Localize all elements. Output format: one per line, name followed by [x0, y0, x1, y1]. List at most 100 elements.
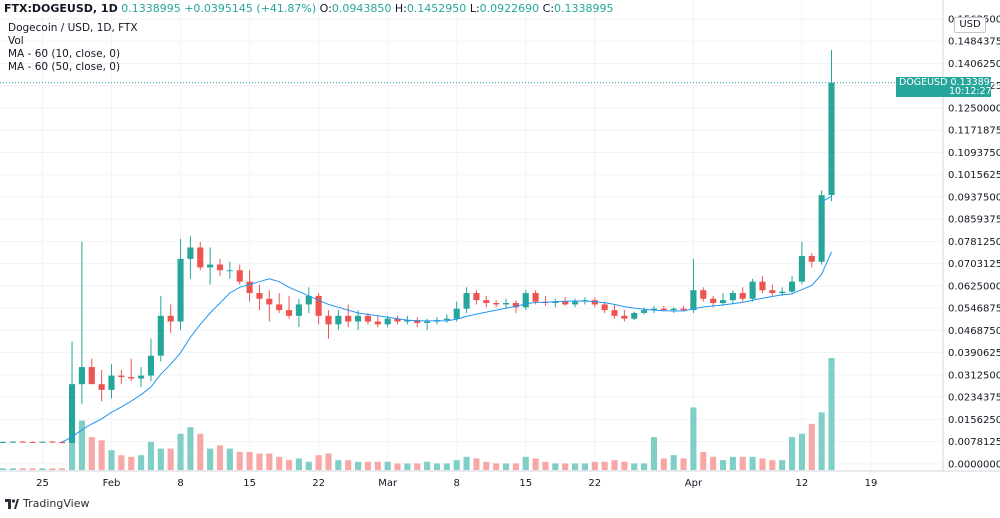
tradingview-logo[interactable]: TradingView: [5, 497, 89, 510]
x-tick-label: 15: [519, 478, 532, 489]
volume-bar: [177, 434, 183, 470]
volume-bar: [533, 458, 539, 470]
y-tick-label: 0.0312500: [948, 370, 1000, 381]
volume-bar: [789, 437, 795, 470]
volume-bar: [355, 462, 361, 470]
legend-volume[interactable]: Vol: [8, 35, 138, 48]
candle-body: [325, 316, 331, 325]
volume-bar: [750, 457, 756, 470]
x-tick-label: 8: [177, 478, 183, 489]
candle-body: [247, 282, 253, 293]
candle-body: [621, 316, 627, 319]
currency-button[interactable]: USD: [954, 17, 986, 33]
y-tick-label: 0.1484375: [948, 37, 1000, 48]
candle-body: [187, 247, 193, 258]
candle-body: [730, 293, 736, 300]
candle-body: [355, 316, 361, 322]
legend-ma-10[interactable]: MA - 60 (10, close, 0): [8, 48, 138, 61]
candle-body: [424, 322, 430, 323]
volume-bar: [444, 463, 450, 470]
candle-body: [493, 303, 499, 304]
candle-body: [799, 256, 805, 282]
candle-body: [503, 303, 509, 304]
candle-body: [118, 376, 124, 377]
volume-bar: [720, 460, 726, 470]
volume-bar: [404, 463, 410, 470]
volume-bar: [572, 463, 578, 470]
volume-bar: [562, 463, 568, 470]
volume-bar: [108, 450, 114, 470]
volume-bar: [769, 460, 775, 470]
candle-body: [710, 299, 716, 303]
volume-bar: [59, 468, 65, 470]
volume-bar: [0, 468, 6, 470]
candle-body: [49, 442, 55, 443]
candle-body: [789, 282, 795, 292]
volume-bar: [759, 458, 765, 470]
legend-ma-50[interactable]: MA - 60 (50, close, 0): [8, 61, 138, 74]
symbol-title[interactable]: FTX:DOGEUSD, 1D: [4, 2, 118, 15]
candle-body: [108, 376, 114, 390]
candle-body: [148, 356, 154, 376]
candle-body: [671, 309, 677, 310]
candle-body: [296, 304, 302, 315]
indicator-legend: Dogecoin / USD, 1D, FTX Vol MA - 60 (10,…: [8, 22, 138, 74]
volume-bar: [99, 440, 105, 470]
volume-bar: [385, 462, 391, 470]
y-tick-label: 0.0390625: [948, 348, 1000, 359]
volume-bar: [414, 463, 420, 470]
volume-bar: [217, 445, 223, 470]
y-tick-label: 0.1015625: [948, 170, 1000, 181]
y-tick-label: 0.0000000: [948, 459, 1000, 470]
volume-bar: [631, 463, 637, 470]
volume-bar: [809, 424, 815, 470]
volume-bar: [740, 457, 746, 470]
candle-body: [177, 259, 183, 322]
y-tick-label: 0.0156250: [948, 415, 1000, 426]
price-tag-symbol: DOGEUSD: [899, 77, 947, 88]
volume-bar: [611, 460, 617, 470]
candle-body: [79, 367, 85, 384]
candle-body: [602, 304, 608, 310]
candle-body: [276, 304, 282, 310]
volume-bar: [20, 468, 26, 470]
volume-bar: [296, 458, 302, 470]
candle-body: [769, 290, 775, 293]
last-price: 0.1338995: [121, 2, 181, 15]
candle-body: [138, 376, 144, 379]
volume-bar: [197, 434, 203, 470]
candle-body: [809, 256, 815, 262]
x-tick-label: Apr: [685, 478, 703, 489]
candle-body: [779, 292, 785, 293]
legend-series-title[interactable]: Dogecoin / USD, 1D, FTX: [8, 22, 138, 35]
open-label: O:: [320, 2, 332, 15]
candle-body: [59, 442, 65, 443]
volume-bar: [286, 460, 292, 470]
volume-bar: [158, 449, 164, 470]
high-label: H:: [395, 2, 407, 15]
volume-bar: [513, 463, 519, 470]
low-value: 0.0922690: [480, 2, 540, 15]
candle-body: [523, 293, 529, 307]
tradingview-logo-icon: [5, 499, 19, 509]
y-tick-label: 0.1093750: [948, 148, 1000, 159]
volume-bar: [454, 460, 460, 470]
candle-body: [572, 302, 578, 305]
candle-body: [158, 316, 164, 356]
volume-bar: [503, 463, 509, 470]
volume-bar: [434, 463, 440, 470]
candle-body: [375, 322, 381, 325]
volume-bar: [365, 462, 371, 470]
volume-bar: [621, 462, 627, 470]
candle-body: [611, 310, 617, 316]
volume-bar: [276, 457, 282, 470]
y-tick-label: 0.0859375: [948, 215, 1000, 226]
candle-body: [0, 442, 6, 443]
price-change: +0.0395145 (+41.87%): [184, 2, 316, 15]
x-tick-label: Feb: [103, 478, 121, 489]
y-tick-label: 0.0703125: [948, 259, 1000, 270]
x-tick-label: 22: [312, 478, 325, 489]
close-label: C:: [543, 2, 554, 15]
volume-bar: [345, 460, 351, 470]
